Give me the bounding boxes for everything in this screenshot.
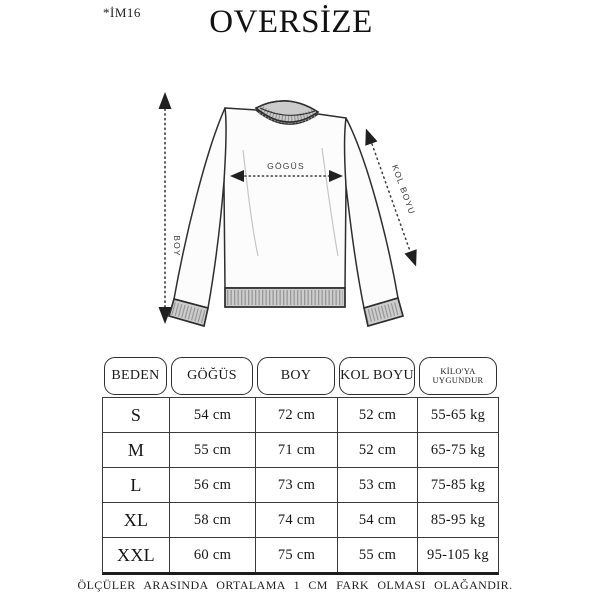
sleeve-measure-label: KOL BOYU (390, 163, 417, 216)
cell-sleeve: 52 cm (337, 433, 417, 467)
table-row: XXL 60 cm 75 cm 55 cm 95-105 kg (103, 537, 498, 572)
arrowhead-right-icon (329, 170, 343, 182)
cell-weight: 75-85 kg (417, 468, 498, 502)
cell-length: 71 cm (255, 433, 337, 467)
cell-chest: 55 cm (169, 433, 255, 467)
table-row: S 54 cm 72 cm 52 cm 55-65 kg (103, 398, 498, 432)
arrowhead-left-icon (230, 170, 244, 182)
cell-weight: 85-95 kg (417, 503, 498, 537)
left-cuff (168, 298, 209, 327)
table-row: L 56 cm 73 cm 53 cm 75-85 kg (103, 467, 498, 502)
chest-measure-arrow: GÖGÜS (230, 161, 343, 182)
cell-size: S (130, 404, 142, 425)
footer-note: ÖLÇÜLER ARASINDA ORTALAMA 1 CM FARK OLMA… (77, 578, 513, 592)
cell-sleeve: 55 cm (337, 538, 417, 572)
chest-measure-label: GÖGÜS (267, 161, 305, 171)
cell-chest: 58 cm (169, 503, 255, 537)
cell-size: M (127, 439, 145, 460)
left-sleeve (173, 107, 227, 309)
fabric-fold-lines (242, 147, 339, 257)
ribbed-collar (254, 100, 320, 124)
cell-length: 72 cm (255, 398, 337, 432)
right-cuff (363, 297, 404, 327)
size-table-body: S 54 cm 72 cm 52 cm 55-65 kg M 55 cm 71 … (102, 397, 499, 575)
cell-sleeve: 54 cm (337, 503, 417, 537)
page-title: OVERSİZE (209, 4, 373, 40)
header-boy: BOY (257, 357, 335, 395)
cell-chest: 60 cm (169, 538, 255, 572)
header-kol-boyu: KOL BOYU (339, 357, 415, 395)
length-measure-label: BOY (172, 235, 182, 257)
cell-weight: 55-65 kg (417, 398, 498, 432)
cell-chest: 54 cm (169, 398, 255, 432)
size-table: BEDEN GÖĞÜS BOY KOL BOYU KİLO'YA UYGUNDU… (102, 357, 499, 575)
table-row: M 55 cm 71 cm 52 cm 65-75 kg (103, 432, 498, 467)
cell-weight: 65-75 kg (417, 433, 498, 467)
table-row: XL 58 cm 74 cm 54 cm 85-95 kg (103, 502, 498, 537)
arrowhead-downright-icon (404, 249, 417, 267)
size-table-header: BEDEN GÖĞÜS BOY KOL BOYU KİLO'YA UYGUNDU… (102, 357, 499, 397)
cell-length: 75 cm (255, 538, 337, 572)
sweatshirt-body (223, 107, 348, 289)
right-sleeve (343, 117, 399, 309)
cell-size: XXL (117, 544, 155, 565)
arrowhead-upleft-icon (365, 128, 378, 146)
cell-size: L (130, 474, 142, 495)
cell-length: 73 cm (255, 468, 337, 502)
sweatshirt-measurement-diagram: BOY GÖGÜS KOL BOYU (158, 92, 417, 327)
cell-chest: 56 cm (169, 468, 255, 502)
ribbed-hem (224, 287, 346, 308)
header-beden: BEDEN (104, 357, 167, 395)
cell-sleeve: 53 cm (337, 468, 417, 502)
cell-weight: 95-105 kg (417, 538, 498, 572)
cell-sleeve: 52 cm (337, 398, 417, 432)
product-code: *İM16 (103, 5, 141, 20)
header-gogus: GÖĞÜS (171, 357, 253, 395)
arrowhead-up-icon (158, 92, 172, 109)
cell-size: XL (123, 509, 149, 530)
cell-length: 74 cm (255, 503, 337, 537)
length-measure-arrow: BOY (158, 92, 182, 324)
header-kiloya-uygundur: KİLO'YA UYGUNDUR (419, 357, 497, 395)
arrowhead-down-icon (158, 307, 172, 324)
